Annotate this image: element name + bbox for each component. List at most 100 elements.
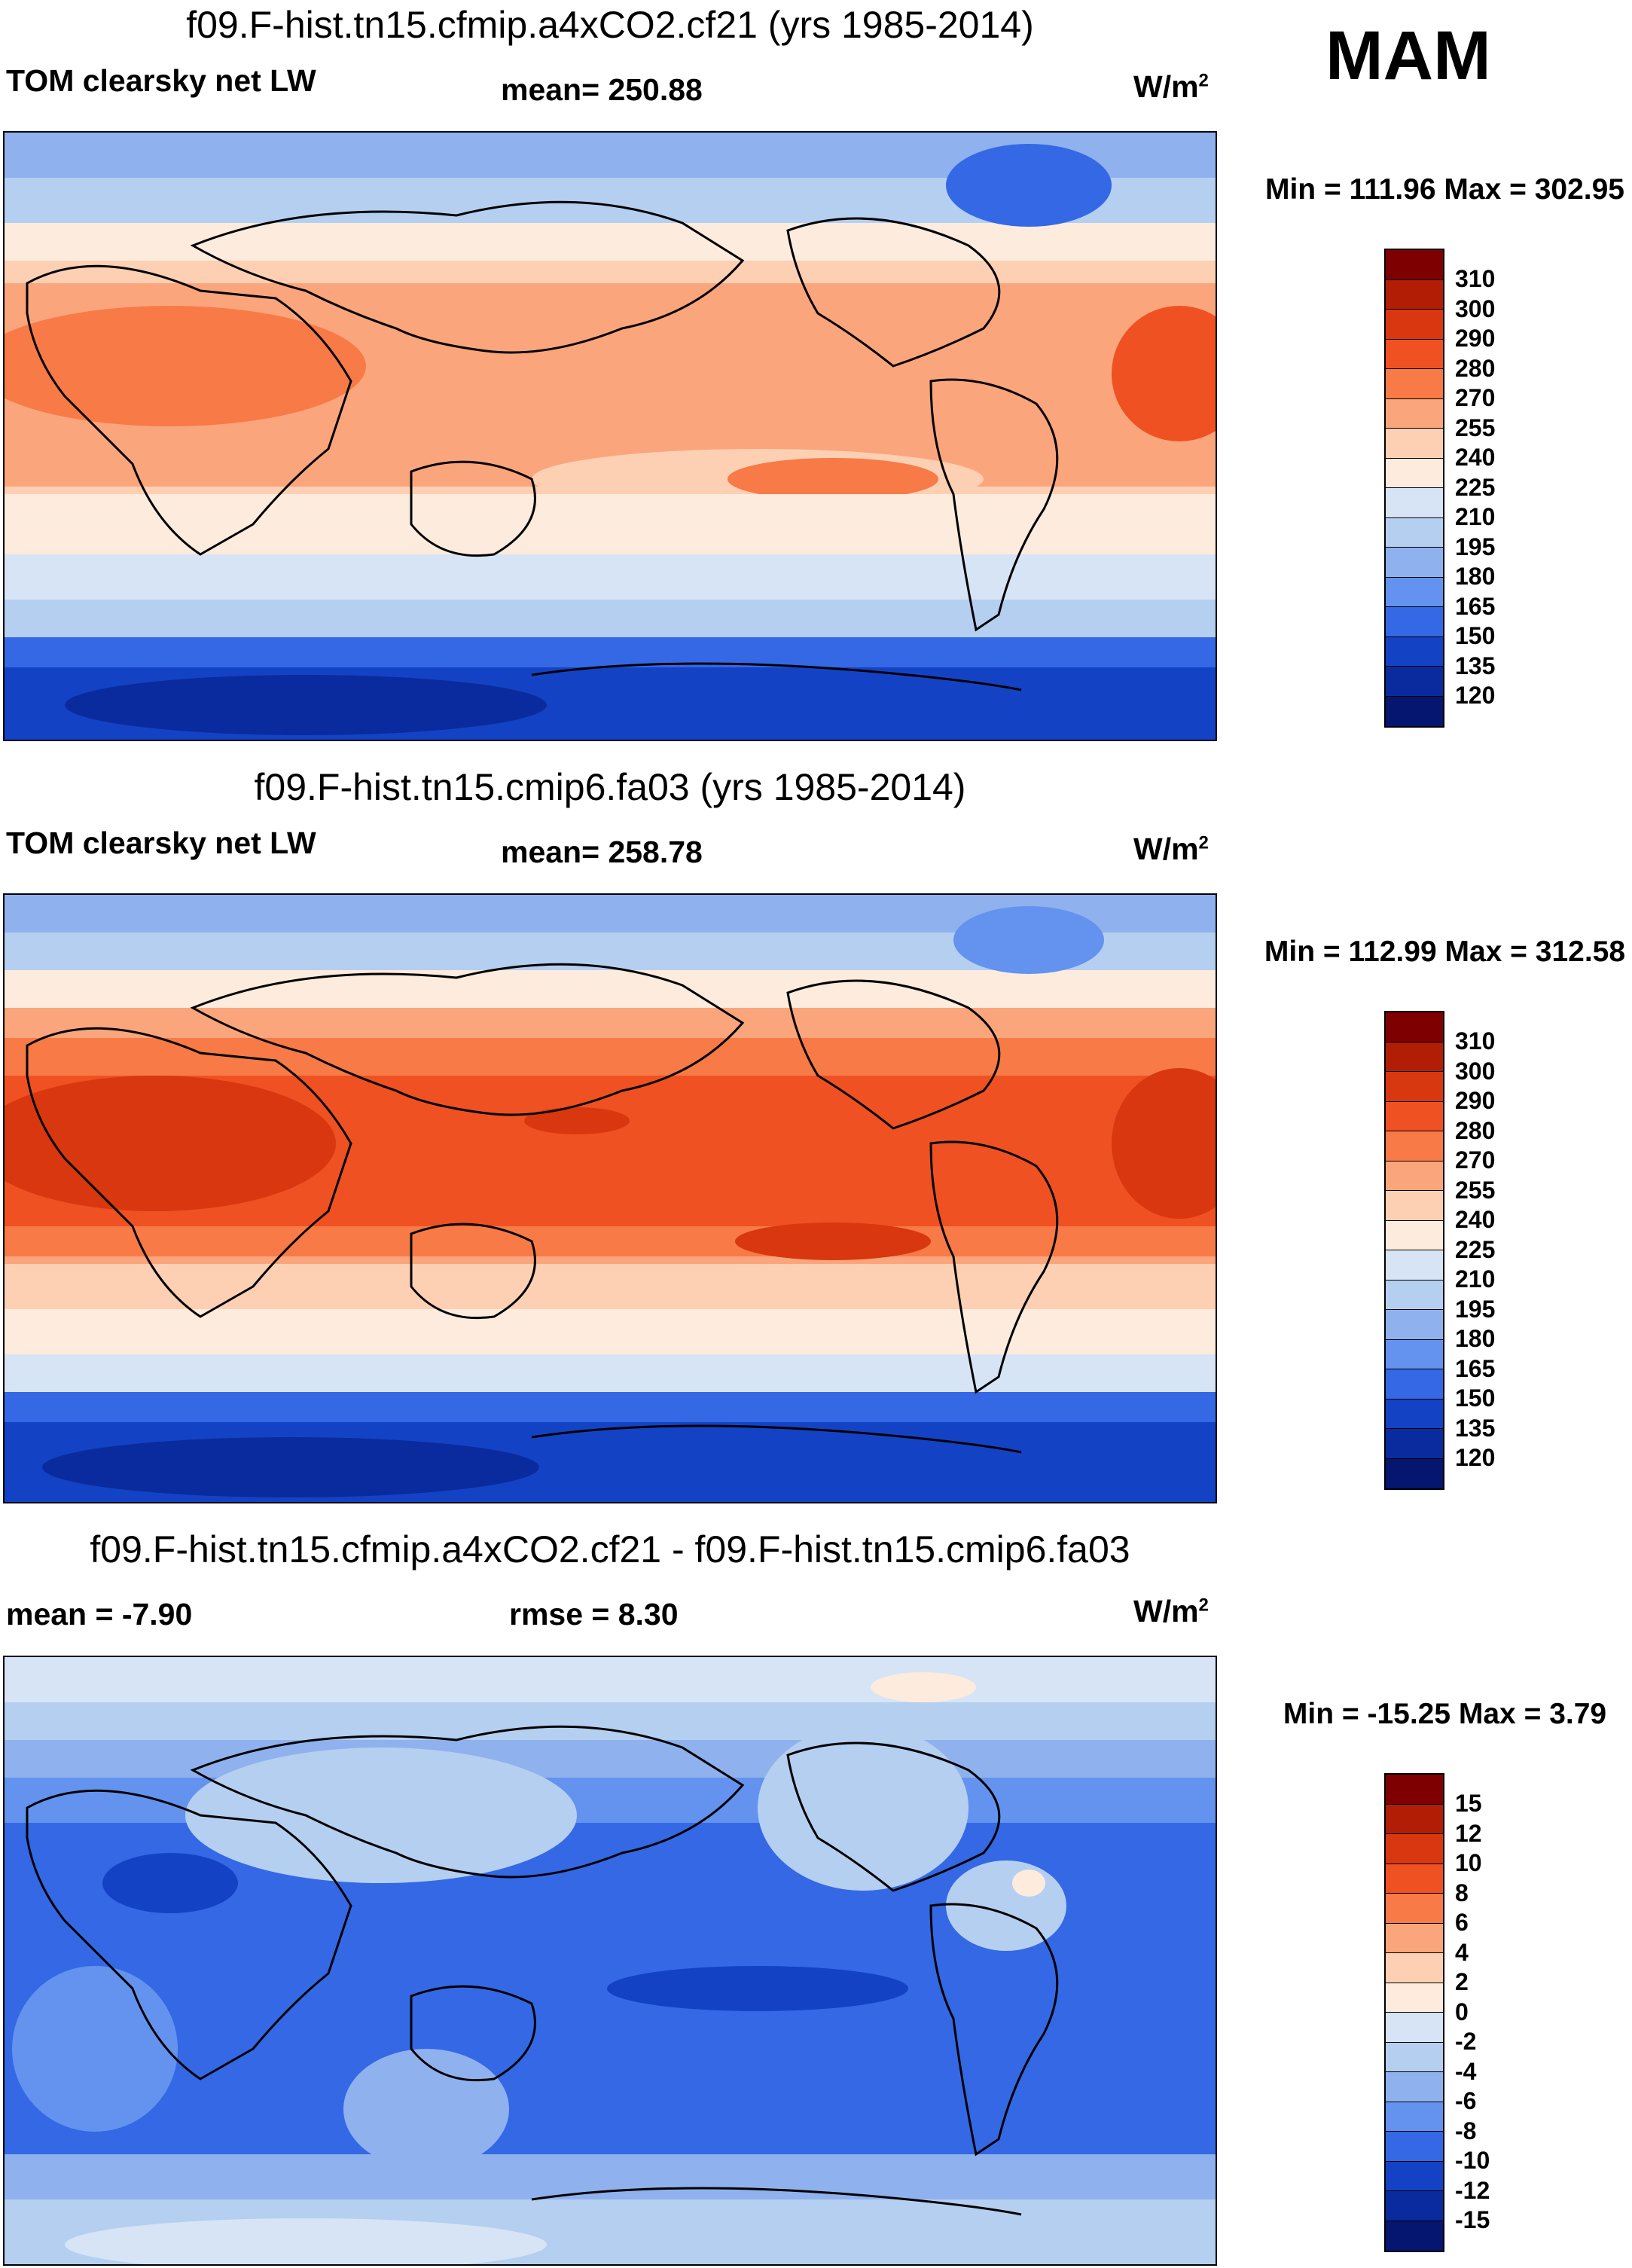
colorbar-swatch	[1386, 1191, 1443, 1221]
colorbar-swatch	[1386, 1864, 1443, 1894]
colorbar-tick-label: 6	[1455, 1909, 1469, 1936]
colorbar-swatch	[1386, 488, 1443, 518]
colorbar-swatch	[1386, 1012, 1443, 1042]
colorbar-swatch	[1386, 2042, 1443, 2072]
colorbar-tick-label: 240	[1455, 444, 1496, 471]
panel1-mean-label: mean= 250.88	[501, 72, 703, 107]
colorbar-tick-label: 135	[1455, 1415, 1496, 1442]
colorbar-tick-label: 0	[1455, 1998, 1469, 2025]
colorbar-swatch	[1386, 1923, 1443, 1953]
colorbar-tick-label: 180	[1455, 1325, 1496, 1352]
colorbar-tick-label: 270	[1455, 1146, 1496, 1174]
colorbar-tick-label: -15	[1455, 2206, 1490, 2233]
colorbar-tick-label: 300	[1455, 1058, 1496, 1085]
panel3-units: W/m2	[1133, 1594, 1209, 1629]
colorbar-swatch	[1386, 369, 1443, 399]
panel3-colorbar	[1384, 1773, 1444, 2252]
colorbar-swatch	[1386, 696, 1443, 726]
colorbar-swatch	[1386, 1804, 1443, 1834]
colorbar-tick-label: 255	[1455, 414, 1496, 441]
colorbar-tick-label: 210	[1455, 503, 1496, 530]
colorbar-tick-label: 290	[1455, 325, 1496, 352]
colorbar-tick-label: 270	[1455, 384, 1496, 411]
colorbar-tick-label: 310	[1455, 1027, 1496, 1055]
panel3-mean-label: mean = -7.90	[6, 1597, 193, 1632]
colorbar-tick-label: 195	[1455, 1296, 1496, 1323]
colorbar-swatch	[1386, 1983, 1443, 2013]
colorbar-swatch	[1386, 250, 1443, 280]
colorbar-swatch	[1386, 2161, 1443, 2191]
colorbar-tick-label: 120	[1455, 1444, 1496, 1471]
colorbar-tick-label: 165	[1455, 1355, 1496, 1382]
colorbar-tick-label: -10	[1455, 2147, 1490, 2174]
colorbar-swatch	[1386, 398, 1443, 429]
panel2-variable-label: TOM clearsky net LW	[6, 826, 316, 860]
colorbar-swatch	[1386, 1042, 1443, 1072]
colorbar-swatch	[1386, 1834, 1443, 1864]
panel3-map	[3, 1656, 1217, 2266]
colorbar-swatch	[1386, 1280, 1443, 1310]
colorbar-tick-label: 300	[1455, 295, 1496, 322]
panel3-minmax: Min = -15.25 Max = 3.79	[1283, 1698, 1607, 1730]
colorbar-swatch	[1386, 517, 1443, 548]
colorbar-swatch	[1386, 2013, 1443, 2043]
colorbar-tick-label: 8	[1455, 1879, 1469, 1906]
colorbar-swatch	[1386, 1953, 1443, 1983]
colorbar-tick-label: 150	[1455, 1384, 1496, 1412]
panel2-colorbar	[1384, 1011, 1444, 1490]
panel2-units: W/m2	[1133, 832, 1209, 866]
colorbar-tick-label: 310	[1455, 265, 1496, 292]
colorbar-tick-label: 180	[1455, 563, 1496, 590]
panel1-minmax: Min = 111.96 Max = 302.95	[1264, 173, 1624, 206]
colorbar-swatch	[1386, 1894, 1443, 1924]
colorbar-tick-label: 195	[1455, 533, 1496, 560]
panel2-map	[3, 893, 1217, 1503]
colorbar-swatch	[1386, 1458, 1443, 1488]
colorbar-swatch	[1386, 1310, 1443, 1340]
colorbar-swatch	[1386, 279, 1443, 310]
colorbar-swatch	[1386, 667, 1443, 697]
panel2-minmax: Min = 112.99 Max = 312.58	[1264, 936, 1626, 968]
colorbar-tick-label: 120	[1455, 682, 1496, 709]
colorbar-tick-label: 240	[1455, 1206, 1496, 1233]
colorbar-swatch	[1386, 1775, 1443, 1805]
panel1-map	[3, 131, 1217, 741]
colorbar-swatch	[1386, 607, 1443, 637]
colorbar-tick-label: 225	[1455, 474, 1496, 501]
colorbar-tick-label: -4	[1455, 2058, 1477, 2085]
colorbar-swatch	[1386, 2132, 1443, 2162]
season-label: MAM	[1325, 17, 1491, 94]
colorbar-swatch	[1386, 1101, 1443, 1131]
colorbar-swatch	[1386, 458, 1443, 488]
colorbar-tick-label: 280	[1455, 1117, 1496, 1144]
panel2-mean-label: mean= 258.78	[501, 835, 703, 869]
colorbar-swatch	[1386, 1369, 1443, 1400]
colorbar-swatch	[1386, 548, 1443, 578]
colorbar-swatch	[1386, 1131, 1443, 1161]
panel3-rmse-label: rmse = 8.30	[509, 1597, 679, 1632]
colorbar-tick-label: 255	[1455, 1177, 1496, 1204]
colorbar-tick-label: 12	[1455, 1820, 1482, 1847]
panel3-title: f09.F-hist.tn15.cfmip.a4xCO2.cf21 - f09.…	[90, 1528, 1130, 1571]
colorbar-swatch	[1386, 2072, 1443, 2102]
colorbar-swatch	[1386, 2191, 1443, 2221]
colorbar-swatch	[1386, 339, 1443, 369]
colorbar-swatch	[1386, 1429, 1443, 1459]
panel1-units: W/m2	[1133, 69, 1209, 104]
colorbar-tick-label: 2	[1455, 1968, 1469, 1995]
colorbar-tick-label: -8	[1455, 2117, 1477, 2144]
colorbar-swatch	[1386, 2221, 1443, 2251]
colorbar-tick-label: 290	[1455, 1087, 1496, 1114]
colorbar-swatch	[1386, 1072, 1443, 1102]
colorbar-tick-label: 135	[1455, 652, 1496, 679]
panel1-colorbar	[1384, 249, 1444, 728]
colorbar-tick-label: -2	[1455, 2028, 1477, 2055]
panel1-title: f09.F-hist.tn15.cfmip.a4xCO2.cf21 (yrs 1…	[186, 4, 1034, 46]
colorbar-swatch	[1386, 2102, 1443, 2132]
colorbar-swatch	[1386, 1250, 1443, 1281]
panel1-variable-label: TOM clearsky net LW	[6, 63, 316, 98]
colorbar-swatch	[1386, 1161, 1443, 1191]
colorbar-swatch	[1386, 1220, 1443, 1250]
colorbar-swatch	[1386, 1339, 1443, 1369]
colorbar-tick-label: 15	[1455, 1790, 1482, 1817]
